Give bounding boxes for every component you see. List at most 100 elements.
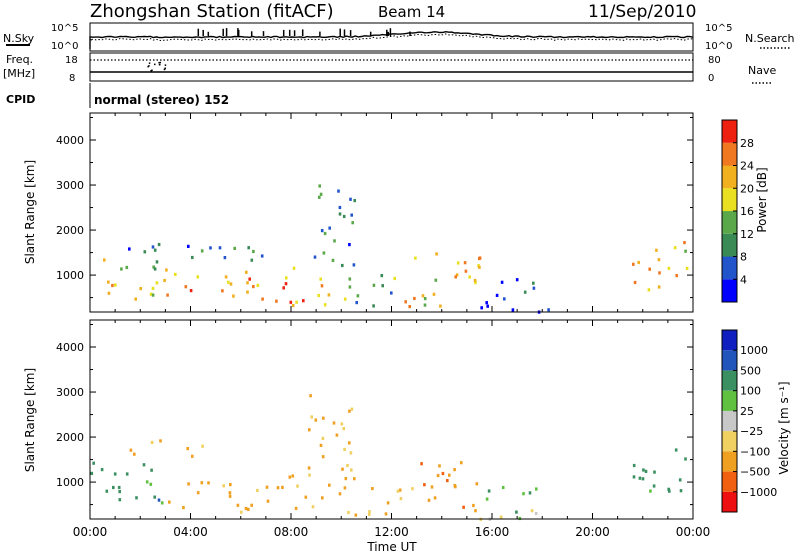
echo-cell bbox=[310, 415, 313, 419]
echo-cell bbox=[321, 436, 325, 440]
echo-cell bbox=[332, 421, 336, 425]
echo-cell bbox=[118, 490, 121, 494]
echo-cell bbox=[534, 511, 538, 516]
echo-cell bbox=[275, 299, 278, 303]
echo-cell bbox=[453, 483, 457, 488]
y-tick-label: 2000 bbox=[56, 431, 84, 444]
echo-cell bbox=[368, 510, 371, 514]
echo-cell bbox=[367, 512, 371, 516]
echo-cell bbox=[439, 304, 442, 308]
echo-cell bbox=[289, 300, 293, 304]
echo-cell bbox=[348, 243, 351, 247]
echo-cell bbox=[307, 466, 311, 470]
echo-cell bbox=[201, 444, 204, 448]
echo-cell bbox=[530, 509, 534, 513]
echo-cell bbox=[222, 484, 225, 488]
echo-cell bbox=[649, 489, 652, 493]
echo-cell bbox=[350, 407, 354, 411]
echo-cell bbox=[149, 482, 153, 486]
time-tick-label: 16:00 bbox=[475, 525, 510, 539]
echo-cell bbox=[637, 260, 640, 265]
echo-cell bbox=[341, 467, 344, 471]
echo-cell bbox=[233, 246, 236, 250]
echo-cell bbox=[103, 258, 106, 262]
echo-cell bbox=[456, 261, 460, 265]
echo-cell bbox=[641, 477, 645, 481]
echo-cell bbox=[111, 283, 114, 288]
echo-cell bbox=[684, 457, 687, 461]
echo-cell bbox=[120, 267, 123, 271]
echo-cell bbox=[125, 265, 129, 270]
echo-cell bbox=[153, 248, 157, 252]
echo-cell bbox=[200, 249, 204, 253]
echo-cell bbox=[308, 473, 311, 477]
freq-unit-label: [MHz] bbox=[3, 67, 35, 80]
echo-cell bbox=[184, 285, 188, 289]
echo-cell bbox=[430, 485, 434, 489]
echo-cell bbox=[398, 488, 402, 492]
echo-cell bbox=[151, 245, 155, 249]
echo-cell bbox=[381, 284, 384, 288]
echo-cell bbox=[454, 275, 457, 279]
echo-cell bbox=[486, 304, 489, 308]
freq-tick-bottom: 8 bbox=[69, 73, 75, 84]
echo-cell bbox=[240, 510, 243, 514]
time-tick-label: 00:00 bbox=[676, 525, 711, 539]
echo-cell bbox=[453, 468, 456, 472]
echo-cell bbox=[160, 501, 164, 505]
echo-cell bbox=[653, 470, 656, 474]
echo-cell bbox=[247, 246, 250, 250]
nsky-line bbox=[89, 30, 694, 49]
echo-cell bbox=[142, 463, 146, 467]
echo-cell bbox=[323, 231, 327, 236]
echo-cell bbox=[427, 498, 431, 502]
echo-cell bbox=[166, 293, 169, 297]
time-tick-label: 08:00 bbox=[274, 525, 309, 539]
echo-cell bbox=[474, 509, 477, 513]
echo-cell bbox=[260, 254, 264, 258]
echo-cell bbox=[128, 247, 131, 251]
colorbar-frame bbox=[721, 329, 738, 513]
y-tick-label: 3000 bbox=[56, 179, 84, 192]
echo-cell bbox=[350, 213, 353, 217]
nave-dip bbox=[148, 62, 151, 64]
echo-cell bbox=[335, 433, 339, 437]
nave-dip bbox=[158, 64, 161, 66]
echo-cell bbox=[291, 304, 295, 308]
echo-cell bbox=[338, 492, 342, 496]
echo-cell bbox=[547, 308, 550, 312]
echo-cell bbox=[311, 505, 315, 509]
echo-cell bbox=[295, 300, 298, 304]
echo-cell bbox=[247, 507, 250, 511]
echo-cell bbox=[291, 474, 295, 478]
colorbar-swatch bbox=[722, 120, 737, 143]
echo-cell bbox=[655, 248, 658, 252]
echo-cell bbox=[511, 308, 515, 312]
velocity-x-ticks bbox=[89, 320, 694, 519]
cpid-label: CPID bbox=[6, 93, 35, 106]
colorbar-tick-label: 4 bbox=[740, 273, 747, 286]
echo-cell bbox=[528, 491, 532, 495]
time-tick-labels: 00:00 04:00 08:00 12:00 16:00 20:00 00:00 bbox=[73, 525, 711, 539]
velocity-plot-background bbox=[90, 320, 693, 519]
echo-cell bbox=[347, 510, 350, 515]
echo-cell bbox=[348, 441, 351, 445]
station-title: Zhongshan Station (fitACF) bbox=[90, 1, 334, 22]
echo-cell bbox=[349, 451, 353, 455]
echo-cell bbox=[423, 297, 427, 301]
echo-cell bbox=[125, 472, 129, 476]
colorbar-tick-label: 1000 bbox=[740, 344, 768, 357]
colorbar-tick-label: 24 bbox=[740, 160, 754, 173]
colorbar-tick-label: −25 bbox=[740, 425, 763, 438]
echo-cell bbox=[228, 491, 232, 495]
y-tick-label: 4000 bbox=[56, 341, 84, 354]
echo-cell bbox=[90, 471, 94, 475]
nave-dip bbox=[158, 62, 160, 64]
nave-tick-bottom: 0 bbox=[708, 73, 714, 84]
echo-cell bbox=[118, 498, 122, 502]
echo-cell bbox=[667, 266, 671, 270]
echo-cell bbox=[218, 246, 222, 250]
echo-cell bbox=[321, 496, 324, 500]
echo-cell bbox=[236, 503, 240, 507]
echo-cell bbox=[340, 422, 344, 426]
